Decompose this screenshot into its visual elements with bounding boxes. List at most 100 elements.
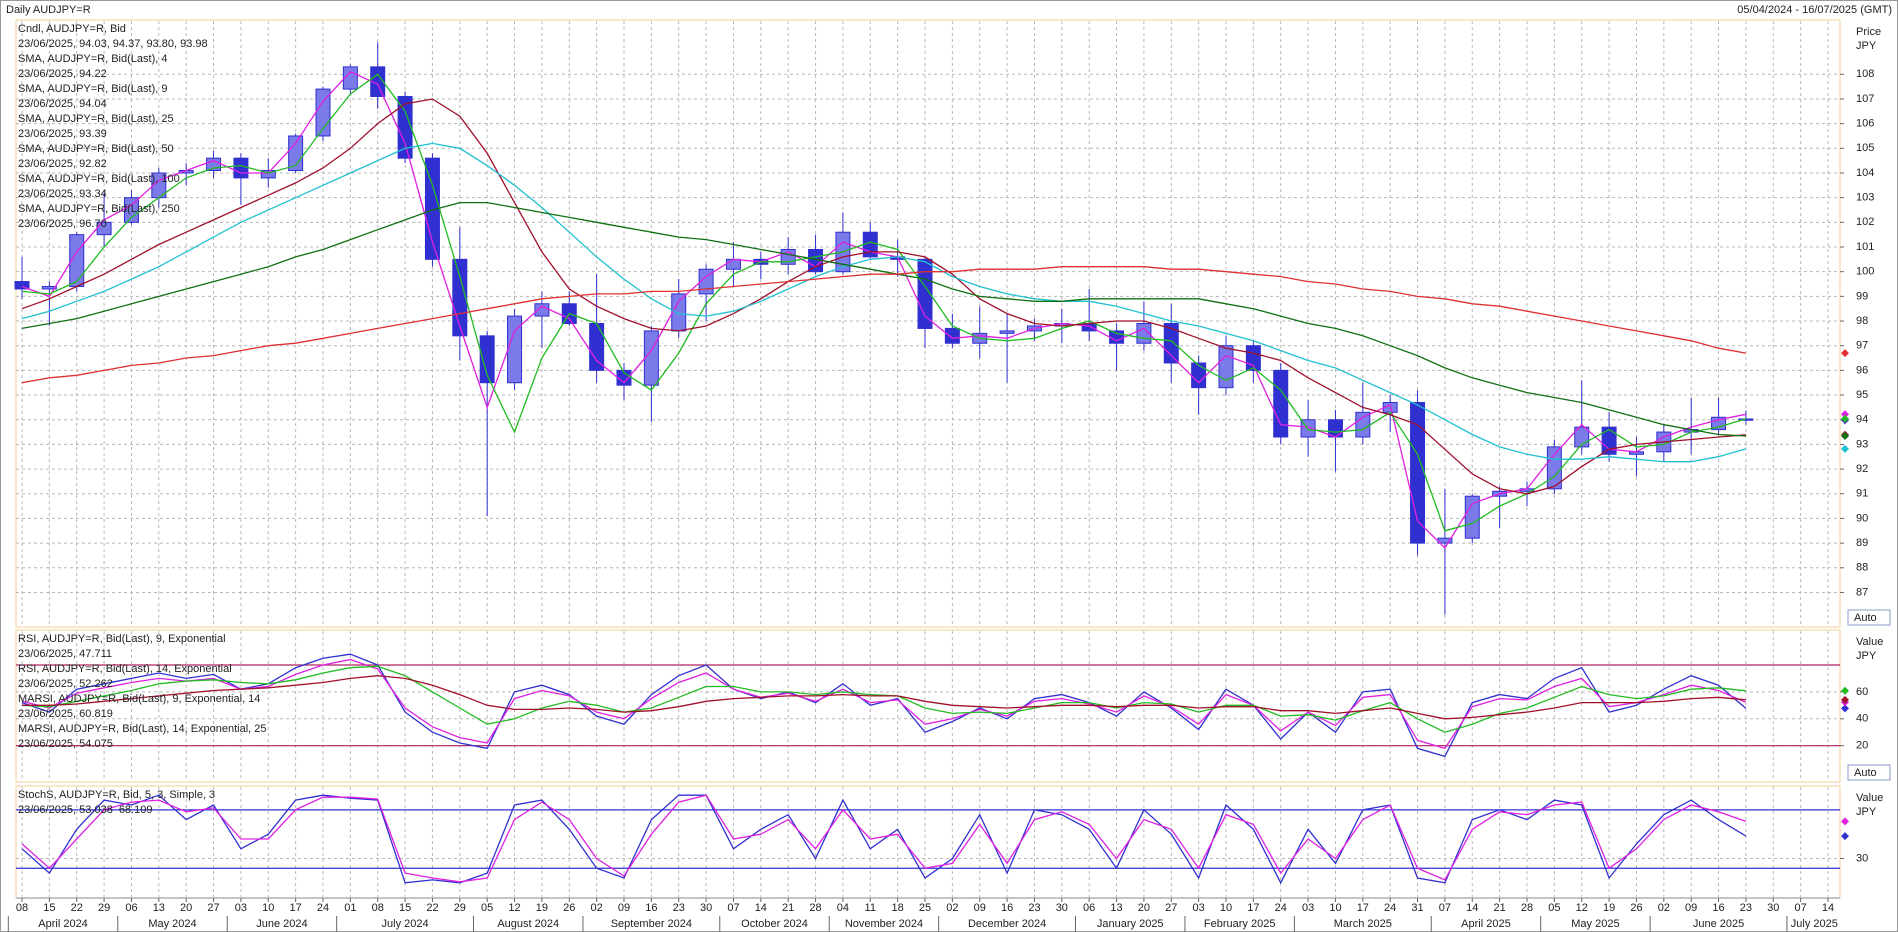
candle-body (917, 258, 933, 329)
month-label: October 2024 (741, 918, 808, 930)
month-label: January 2025 (1097, 918, 1164, 930)
x-tick-label: 27 (1165, 902, 1177, 914)
x-tick-label: 10 (262, 902, 274, 914)
auto-button-label[interactable]: Auto (1854, 612, 1877, 624)
y-tick-label: 88 (1856, 562, 1868, 574)
axis-label: Value (1856, 636, 1883, 648)
x-tick-label: 29 (454, 902, 466, 914)
month-label: May 2025 (1571, 918, 1619, 930)
x-tick-label: 13 (153, 902, 165, 914)
axis-unit: JPY (1856, 40, 1877, 52)
x-tick-label: 03 (1302, 902, 1314, 914)
x-tick-label: 29 (98, 902, 110, 914)
y-tick-label: 89 (1856, 537, 1868, 549)
x-tick-label: 20 (180, 902, 192, 914)
x-tick-label: 12 (1576, 902, 1588, 914)
x-tick-label: 03 (235, 902, 247, 914)
x-tick-label: 07 (727, 902, 739, 914)
auto-button[interactable] (1847, 764, 1891, 781)
month-label: September 2024 (611, 918, 692, 930)
x-tick-label: 26 (563, 902, 575, 914)
x-tick-label: 03 (1193, 902, 1205, 914)
x-tick-label: 06 (125, 902, 137, 914)
candle-body (698, 268, 714, 295)
candle-body (41, 285, 57, 290)
x-tick-label: 16 (1001, 902, 1013, 914)
x-tick-label: 09 (974, 902, 986, 914)
series-line (22, 675, 1746, 720)
last-value-marker (1841, 832, 1849, 841)
x-tick-label: 24 (1384, 902, 1396, 914)
y-tick-label: 93 (1856, 438, 1868, 450)
series-line (21, 266, 1747, 384)
legend-text: 23/06/2025, 92.82 (18, 158, 107, 170)
legend-text: RSI, AUDJPY=R, Bid(Last), 9, Exponential (18, 633, 226, 645)
y-tick-label: 105 (1856, 142, 1874, 154)
y-tick-label: 91 (1856, 488, 1868, 500)
y-tick-label: 100 (1856, 266, 1874, 278)
y-tick-label: 103 (1856, 192, 1874, 204)
last-value-marker (1841, 432, 1849, 441)
month-label: December 2024 (968, 918, 1046, 930)
month-label: July 2025 (1791, 918, 1838, 930)
candle-body (1464, 495, 1480, 539)
y-tick-label: 96 (1856, 364, 1868, 376)
legend-text: MARSI, AUDJPY=R, Bid(Last), 9, Exponenti… (18, 693, 260, 705)
candle-body (123, 197, 139, 223)
candle-body (1191, 362, 1207, 389)
last-value-marker (1841, 414, 1849, 423)
x-tick-label: 05 (481, 902, 493, 914)
axis-label: Value (1856, 792, 1883, 804)
x-tick-label: 12 (508, 902, 520, 914)
candle-body (1163, 323, 1179, 364)
x-tick-label: 24 (1275, 902, 1287, 914)
series-line (21, 73, 1747, 532)
legend-text: 68.109 (119, 804, 153, 816)
month-label: March 2025 (1334, 918, 1392, 930)
legend-text: StochS, AUDJPY=R, Bid, 5, 3, Simple, 3 (18, 789, 215, 801)
x-tick-label: 08 (372, 902, 384, 914)
auto-button-label[interactable]: Auto (1854, 767, 1877, 779)
series-line (21, 653, 1747, 758)
candle-body (1218, 345, 1234, 389)
candle-body (1327, 419, 1343, 438)
candle-body (643, 330, 659, 386)
month-label: February 2025 (1204, 918, 1276, 930)
legend-text: SMA, AUDJPY=R, Bid(Last), 9 (18, 83, 167, 95)
x-tick-label: 31 (1411, 902, 1423, 914)
candle-body (260, 170, 276, 179)
legend-text: 23/06/2025, 96.70 (18, 218, 107, 230)
candle-body (479, 335, 495, 384)
candle-body (1601, 426, 1617, 455)
month-label: April 2024 (38, 918, 88, 930)
last-value-marker (1841, 817, 1849, 826)
y-tick-label: 60 (1856, 686, 1868, 698)
x-tick-label: 01 (344, 902, 356, 914)
x-tick-label: 25 (919, 902, 931, 914)
y-tick-label: 20 (1856, 740, 1868, 752)
x-tick-label: 06 (1083, 902, 1095, 914)
legend-text: 23/06/2025, 94.22 (18, 68, 107, 80)
x-tick-label: 02 (591, 902, 603, 914)
x-tick-label: 02 (1658, 902, 1670, 914)
y-tick-label: 90 (1856, 512, 1868, 524)
date-range: 05/04/2024 - 16/07/2025 (GMT) (1737, 4, 1892, 16)
candle-body (233, 157, 249, 179)
legend-text: 23/06/2025, 94.03, 94.37, 93.80, 93.98 (18, 38, 208, 50)
y-tick-label: 40 (1856, 713, 1868, 725)
y-tick-label: 92 (1856, 463, 1868, 475)
x-tick-label: 21 (1494, 902, 1506, 914)
x-tick-label: 16 (1712, 902, 1724, 914)
x-tick-label: 17 (1357, 902, 1369, 914)
y-tick-label: 87 (1856, 586, 1868, 598)
x-tick-label: 23 (673, 902, 685, 914)
series-line (21, 142, 1747, 463)
y-tick-label: 30 (1856, 852, 1868, 864)
y-tick-label: 104 (1856, 167, 1874, 179)
auto-button[interactable] (1847, 609, 1891, 626)
candle-body (671, 293, 687, 332)
legend-text: 23/06/2025, 94.04 (18, 98, 107, 110)
series-line (21, 794, 1747, 883)
x-tick-label: 14 (1822, 902, 1834, 914)
legend-text: RSI, AUDJPY=R, Bid(Last), 14, Exponentia… (18, 663, 232, 675)
